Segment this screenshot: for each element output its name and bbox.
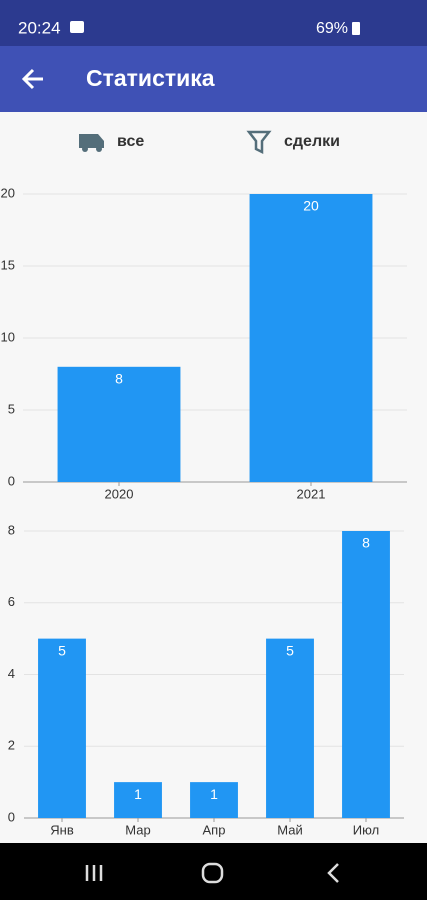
bar	[114, 782, 162, 818]
bar	[266, 638, 314, 818]
value-label: 8	[115, 371, 123, 387]
app-bar	[0, 46, 427, 112]
value-label: 5	[286, 642, 294, 658]
value-label: 1	[210, 786, 218, 802]
vehicle-filter-label: все	[117, 133, 144, 150]
status-bar	[0, 0, 427, 46]
y-tick-label: 0	[8, 809, 15, 824]
back-button[interactable]	[21, 68, 43, 90]
battery-icon	[352, 22, 360, 35]
kind-filter-label: сделки	[284, 133, 340, 150]
y-tick-label: 10	[1, 329, 15, 344]
kind-filter[interactable]: сделки	[246, 130, 340, 155]
y-tick-label: 5	[8, 401, 15, 416]
bar	[249, 194, 373, 482]
value-label: 1	[134, 786, 142, 802]
y-tick-label: 8	[8, 522, 15, 537]
x-tick-label: 2020	[105, 486, 134, 501]
x-tick-label: Мар	[125, 822, 150, 837]
status-battery: 69%	[316, 20, 348, 37]
status-time: 20:24	[18, 18, 61, 37]
x-tick-label: 2021	[297, 486, 326, 501]
app-title: Статистика	[86, 65, 215, 91]
y-tick-label: 2	[8, 738, 15, 753]
bar	[342, 531, 390, 818]
y-tick-label: 6	[8, 594, 15, 609]
x-tick-label: Май	[277, 822, 302, 837]
x-tick-label: Янв	[50, 822, 74, 837]
bar	[38, 638, 86, 818]
y-tick-label: 4	[8, 666, 15, 681]
van-icon	[79, 134, 104, 148]
bar	[190, 782, 238, 818]
y-tick-label: 20	[1, 185, 15, 200]
funnel-icon	[246, 130, 272, 155]
bar	[57, 366, 181, 482]
x-tick-label: Апр	[203, 822, 226, 837]
van-wheel	[96, 146, 102, 152]
vehicle-filter[interactable]: все	[79, 133, 144, 152]
nav-bar	[0, 843, 427, 900]
gallery-icon	[70, 21, 84, 33]
home-button[interactable]	[201, 862, 224, 884]
y-tick-label: 15	[1, 257, 15, 272]
value-label: 5	[58, 642, 66, 658]
van-wheel	[82, 146, 88, 152]
back-nav-button[interactable]	[327, 863, 339, 883]
recents-button[interactable]	[85, 865, 103, 881]
value-label: 8	[362, 535, 370, 551]
value-label: 20	[303, 198, 319, 214]
y-tick-label: 0	[8, 473, 15, 488]
x-tick-label: Июл	[353, 822, 379, 837]
